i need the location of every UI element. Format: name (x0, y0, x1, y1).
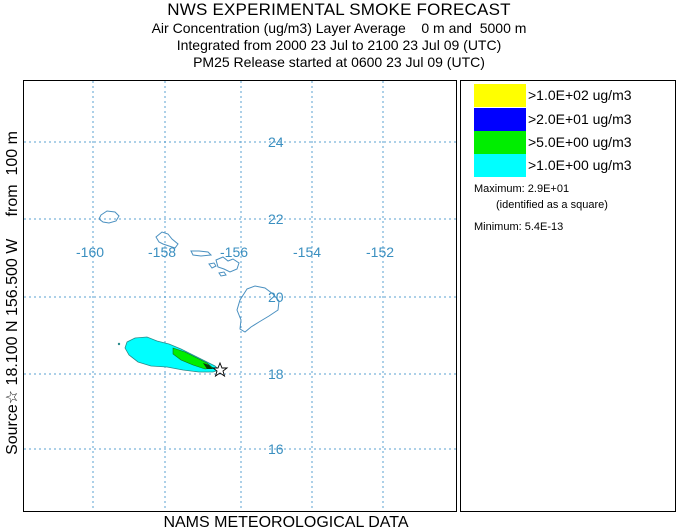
legend-swatch-cyan (474, 154, 526, 177)
map-frame (23, 80, 457, 512)
longitude-label: -160 (76, 244, 104, 260)
longitude-label: -156 (220, 244, 248, 260)
latitude-label: 20 (268, 289, 284, 305)
latitude-label: 24 (268, 134, 284, 150)
legend-panel: >1.0E+02 ug/m3 >2.0E+01 ug/m3 >5.0E+00 u… (460, 80, 676, 512)
meteorological-data-label: NAMS METEOROLOGICAL DATA (163, 514, 409, 531)
molokai-island (190, 250, 213, 257)
longitude-label: -154 (293, 244, 321, 260)
legend-item: >1.0E+00 ug/m3 (474, 154, 674, 177)
legend-item: >1.0E+02 ug/m3 (474, 84, 674, 107)
graticule (24, 81, 456, 511)
smoke-map: -160 -158 -156 -154 -152 24 22 20 18 16 (23, 80, 457, 512)
maximum-value: Maximum: 2.9E+01 (474, 183, 570, 195)
legend-item: >5.0E+00 ug/m3 (474, 131, 674, 154)
maximum-note: (identified as a square) (496, 199, 608, 211)
legend-label: >2.0E+01 ug/m3 (528, 111, 632, 127)
source-location-label: Source☆ 18.100 N 156.500 W from 100 m (4, 131, 21, 455)
concentration-layer-line: Air Concentration (ug/m3) Layer Average … (151, 20, 527, 36)
release-start-line: PM25 Release started at 0600 23 Jul 09 (… (193, 54, 485, 70)
legend-swatch-green (474, 131, 526, 154)
latitude-label: 22 (268, 211, 284, 227)
legend-label: >1.0E+00 ug/m3 (528, 157, 632, 173)
oahu-island (155, 231, 179, 249)
integration-period-line: Integrated from 2000 23 Jul to 2100 23 J… (176, 37, 502, 53)
legend-swatch-yellow (474, 84, 526, 107)
hawaii-island (236, 285, 280, 333)
minimum-value: Minimum: 5.4E-13 (474, 221, 564, 233)
forecast-title: NWS EXPERIMENTAL SMOKE FORECAST (167, 0, 511, 19)
latitude-labels: 24 22 20 18 16 (268, 134, 284, 457)
coastlines (98, 210, 280, 333)
maui-island (215, 256, 240, 273)
source-label-strip: Source☆ 18.100 N 156.500 W from 100 m (0, 0, 22, 532)
plume-speck (117, 342, 121, 346)
kauai-island (98, 210, 120, 224)
lanai-island (208, 262, 217, 269)
longitude-labels: -160 -158 -156 -154 -152 (76, 244, 394, 260)
legend-label: >1.0E+02 ug/m3 (528, 87, 632, 103)
legend-label: >5.0E+00 ug/m3 (528, 134, 632, 150)
longitude-label: -158 (148, 244, 176, 260)
legend-item: >2.0E+01 ug/m3 (474, 108, 674, 131)
smoke-plume (117, 336, 220, 373)
longitude-label: -152 (366, 244, 394, 260)
kahoolawe-island (218, 271, 227, 277)
latitude-label: 18 (268, 366, 284, 382)
plume-dark-core (203, 363, 213, 369)
legend-swatch-blue (474, 108, 526, 131)
concentration-stats: Maximum: 2.9E+01 (identified as a square… (474, 181, 608, 235)
star-icon (211, 361, 229, 378)
latitude-label: 16 (268, 441, 284, 457)
